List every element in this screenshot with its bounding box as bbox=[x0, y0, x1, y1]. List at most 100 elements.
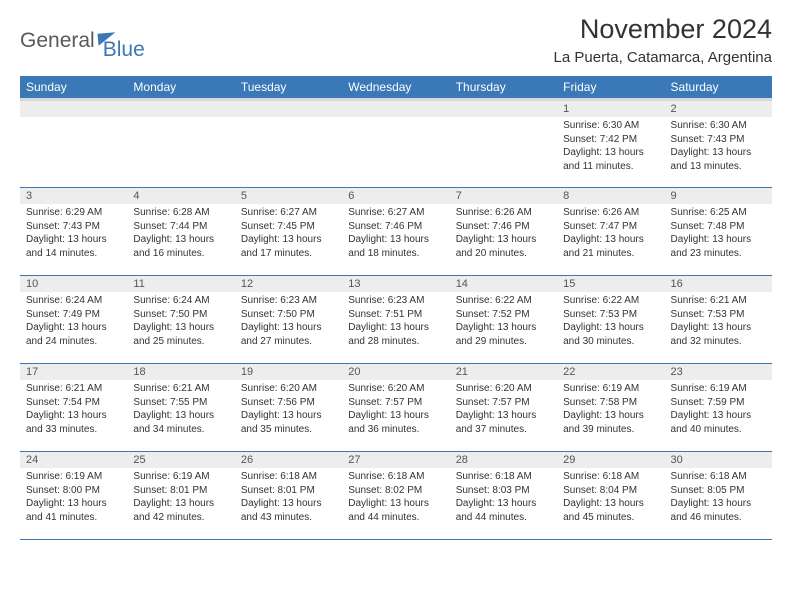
sunrise-text: Sunrise: 6:22 AM bbox=[456, 294, 551, 308]
day-details: Sunrise: 6:19 AMSunset: 8:00 PMDaylight:… bbox=[20, 468, 127, 528]
day-number: 22 bbox=[557, 364, 664, 380]
calendar-cell: 22Sunrise: 6:19 AMSunset: 7:58 PMDayligh… bbox=[557, 364, 664, 452]
calendar-cell bbox=[235, 100, 342, 188]
day-details: Sunrise: 6:18 AMSunset: 8:03 PMDaylight:… bbox=[450, 468, 557, 528]
daylight-text: Daylight: 13 hours and 11 minutes. bbox=[563, 146, 658, 173]
day-details: Sunrise: 6:26 AMSunset: 7:46 PMDaylight:… bbox=[450, 204, 557, 264]
sunrise-text: Sunrise: 6:19 AM bbox=[26, 470, 121, 484]
daylight-text: Daylight: 13 hours and 20 minutes. bbox=[456, 233, 551, 260]
day-number: 9 bbox=[665, 188, 772, 204]
sunset-text: Sunset: 7:42 PM bbox=[563, 133, 658, 147]
calendar-cell: 2Sunrise: 6:30 AMSunset: 7:43 PMDaylight… bbox=[665, 100, 772, 188]
sunset-text: Sunset: 8:01 PM bbox=[133, 484, 228, 498]
location: La Puerta, Catamarca, Argentina bbox=[554, 49, 772, 66]
day-details: Sunrise: 6:29 AMSunset: 7:43 PMDaylight:… bbox=[20, 204, 127, 264]
sunset-text: Sunset: 7:43 PM bbox=[671, 133, 766, 147]
sunrise-text: Sunrise: 6:27 AM bbox=[348, 206, 443, 220]
sunrise-text: Sunrise: 6:30 AM bbox=[563, 119, 658, 133]
day-number: 5 bbox=[235, 188, 342, 204]
sunrise-text: Sunrise: 6:20 AM bbox=[456, 382, 551, 396]
calendar-week: 1Sunrise: 6:30 AMSunset: 7:42 PMDaylight… bbox=[20, 100, 772, 188]
logo-triangle-icon bbox=[97, 32, 116, 46]
daylight-text: Daylight: 13 hours and 27 minutes. bbox=[241, 321, 336, 348]
day-number bbox=[342, 101, 449, 117]
sunset-text: Sunset: 8:03 PM bbox=[456, 484, 551, 498]
sunrise-text: Sunrise: 6:30 AM bbox=[671, 119, 766, 133]
sunrise-text: Sunrise: 6:25 AM bbox=[671, 206, 766, 220]
sunset-text: Sunset: 8:01 PM bbox=[241, 484, 336, 498]
calendar-cell: 25Sunrise: 6:19 AMSunset: 8:01 PMDayligh… bbox=[127, 452, 234, 540]
day-number: 15 bbox=[557, 276, 664, 292]
daylight-text: Daylight: 13 hours and 41 minutes. bbox=[26, 497, 121, 524]
daylight-text: Daylight: 13 hours and 40 minutes. bbox=[671, 409, 766, 436]
day-details: Sunrise: 6:24 AMSunset: 7:50 PMDaylight:… bbox=[127, 292, 234, 352]
col-saturday: Saturday bbox=[665, 76, 772, 100]
day-details: Sunrise: 6:19 AMSunset: 7:58 PMDaylight:… bbox=[557, 380, 664, 440]
calendar-week: 10Sunrise: 6:24 AMSunset: 7:49 PMDayligh… bbox=[20, 276, 772, 364]
calendar-cell: 8Sunrise: 6:26 AMSunset: 7:47 PMDaylight… bbox=[557, 188, 664, 276]
day-details: Sunrise: 6:30 AMSunset: 7:42 PMDaylight:… bbox=[557, 117, 664, 177]
calendar-cell: 1Sunrise: 6:30 AMSunset: 7:42 PMDaylight… bbox=[557, 100, 664, 188]
col-friday: Friday bbox=[557, 76, 664, 100]
day-details: Sunrise: 6:20 AMSunset: 7:57 PMDaylight:… bbox=[342, 380, 449, 440]
day-details: Sunrise: 6:24 AMSunset: 7:49 PMDaylight:… bbox=[20, 292, 127, 352]
sunrise-text: Sunrise: 6:19 AM bbox=[563, 382, 658, 396]
calendar-cell: 26Sunrise: 6:18 AMSunset: 8:01 PMDayligh… bbox=[235, 452, 342, 540]
sunset-text: Sunset: 7:45 PM bbox=[241, 220, 336, 234]
sunrise-text: Sunrise: 6:19 AM bbox=[671, 382, 766, 396]
calendar-cell: 16Sunrise: 6:21 AMSunset: 7:53 PMDayligh… bbox=[665, 276, 772, 364]
day-details: Sunrise: 6:30 AMSunset: 7:43 PMDaylight:… bbox=[665, 117, 772, 177]
logo-text-general: General bbox=[20, 29, 95, 53]
day-details: Sunrise: 6:21 AMSunset: 7:55 PMDaylight:… bbox=[127, 380, 234, 440]
daylight-text: Daylight: 13 hours and 34 minutes. bbox=[133, 409, 228, 436]
sunset-text: Sunset: 7:47 PM bbox=[563, 220, 658, 234]
calendar-cell: 29Sunrise: 6:18 AMSunset: 8:04 PMDayligh… bbox=[557, 452, 664, 540]
day-details: Sunrise: 6:18 AMSunset: 8:02 PMDaylight:… bbox=[342, 468, 449, 528]
day-details: Sunrise: 6:28 AMSunset: 7:44 PMDaylight:… bbox=[127, 204, 234, 264]
day-number: 10 bbox=[20, 276, 127, 292]
calendar-week: 3Sunrise: 6:29 AMSunset: 7:43 PMDaylight… bbox=[20, 188, 772, 276]
daylight-text: Daylight: 13 hours and 35 minutes. bbox=[241, 409, 336, 436]
sunset-text: Sunset: 7:53 PM bbox=[563, 308, 658, 322]
calendar-cell: 28Sunrise: 6:18 AMSunset: 8:03 PMDayligh… bbox=[450, 452, 557, 540]
sunrise-text: Sunrise: 6:24 AM bbox=[26, 294, 121, 308]
calendar-cell bbox=[127, 100, 234, 188]
calendar-cell: 20Sunrise: 6:20 AMSunset: 7:57 PMDayligh… bbox=[342, 364, 449, 452]
day-details: Sunrise: 6:27 AMSunset: 7:45 PMDaylight:… bbox=[235, 204, 342, 264]
sunset-text: Sunset: 7:56 PM bbox=[241, 396, 336, 410]
sunrise-text: Sunrise: 6:18 AM bbox=[671, 470, 766, 484]
calendar-cell: 5Sunrise: 6:27 AMSunset: 7:45 PMDaylight… bbox=[235, 188, 342, 276]
day-details: Sunrise: 6:21 AMSunset: 7:53 PMDaylight:… bbox=[665, 292, 772, 352]
calendar-cell: 18Sunrise: 6:21 AMSunset: 7:55 PMDayligh… bbox=[127, 364, 234, 452]
sunrise-text: Sunrise: 6:24 AM bbox=[133, 294, 228, 308]
sunset-text: Sunset: 7:43 PM bbox=[26, 220, 121, 234]
day-details: Sunrise: 6:25 AMSunset: 7:48 PMDaylight:… bbox=[665, 204, 772, 264]
sunset-text: Sunset: 7:48 PM bbox=[671, 220, 766, 234]
day-number: 1 bbox=[557, 101, 664, 117]
day-number: 27 bbox=[342, 452, 449, 468]
sunrise-text: Sunrise: 6:20 AM bbox=[348, 382, 443, 396]
daylight-text: Daylight: 13 hours and 21 minutes. bbox=[563, 233, 658, 260]
daylight-text: Daylight: 13 hours and 28 minutes. bbox=[348, 321, 443, 348]
sunrise-text: Sunrise: 6:29 AM bbox=[26, 206, 121, 220]
day-number: 18 bbox=[127, 364, 234, 380]
calendar-cell bbox=[450, 100, 557, 188]
calendar-cell: 27Sunrise: 6:18 AMSunset: 8:02 PMDayligh… bbox=[342, 452, 449, 540]
calendar-week: 24Sunrise: 6:19 AMSunset: 8:00 PMDayligh… bbox=[20, 452, 772, 540]
calendar-cell: 13Sunrise: 6:23 AMSunset: 7:51 PMDayligh… bbox=[342, 276, 449, 364]
daylight-text: Daylight: 13 hours and 24 minutes. bbox=[26, 321, 121, 348]
daylight-text: Daylight: 13 hours and 37 minutes. bbox=[456, 409, 551, 436]
day-number: 2 bbox=[665, 101, 772, 117]
logo: General Blue bbox=[20, 20, 145, 62]
day-number: 17 bbox=[20, 364, 127, 380]
calendar-cell bbox=[342, 100, 449, 188]
daylight-text: Daylight: 13 hours and 29 minutes. bbox=[456, 321, 551, 348]
calendar-cell: 12Sunrise: 6:23 AMSunset: 7:50 PMDayligh… bbox=[235, 276, 342, 364]
calendar-cell: 17Sunrise: 6:21 AMSunset: 7:54 PMDayligh… bbox=[20, 364, 127, 452]
sunset-text: Sunset: 8:00 PM bbox=[26, 484, 121, 498]
day-number: 28 bbox=[450, 452, 557, 468]
sunset-text: Sunset: 8:05 PM bbox=[671, 484, 766, 498]
sunset-text: Sunset: 7:50 PM bbox=[133, 308, 228, 322]
day-details: Sunrise: 6:19 AMSunset: 7:59 PMDaylight:… bbox=[665, 380, 772, 440]
sunrise-text: Sunrise: 6:23 AM bbox=[241, 294, 336, 308]
